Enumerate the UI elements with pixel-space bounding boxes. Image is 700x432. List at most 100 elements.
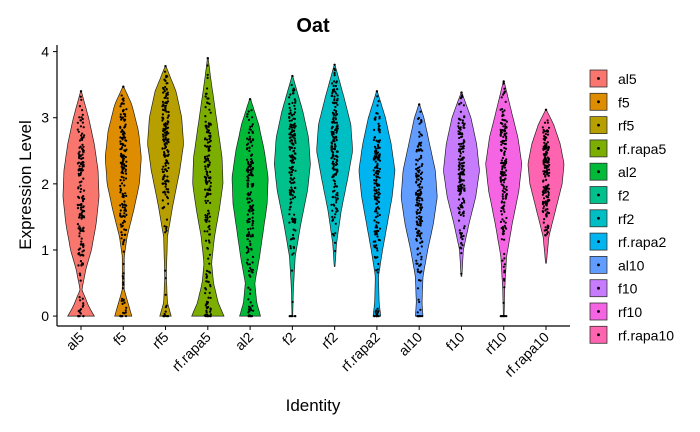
data-point [164, 231, 166, 233]
data-point [545, 191, 547, 193]
data-point [164, 109, 166, 111]
data-point [161, 119, 163, 121]
data-point [79, 181, 81, 183]
data-point [459, 128, 461, 130]
data-point [123, 165, 125, 167]
data-point [163, 140, 165, 142]
data-point [417, 205, 419, 207]
legend-item-al10: al10 [590, 256, 645, 273]
data-point [165, 159, 167, 161]
data-point [335, 110, 337, 112]
data-point [458, 137, 460, 139]
data-point [209, 162, 211, 164]
data-point [545, 226, 547, 228]
data-point [501, 171, 503, 173]
data-point [122, 137, 124, 139]
data-point [82, 298, 84, 300]
data-point [288, 171, 290, 173]
data-point [124, 234, 126, 236]
data-point [333, 80, 335, 82]
data-point [334, 196, 336, 198]
data-point [164, 270, 166, 272]
data-point [162, 134, 164, 136]
data-point [458, 158, 460, 160]
data-point [420, 144, 422, 146]
data-point [336, 104, 338, 106]
data-point [247, 298, 249, 300]
data-point [547, 231, 549, 233]
x-axis-title: Identity [286, 396, 341, 415]
data-point [505, 169, 507, 171]
data-point [420, 237, 422, 239]
data-point [80, 134, 82, 136]
data-point [417, 159, 419, 161]
data-point [331, 134, 333, 136]
data-point [204, 230, 206, 232]
data-point [204, 165, 206, 167]
data-point [333, 204, 335, 206]
data-point [500, 221, 502, 223]
data-point [458, 190, 460, 192]
data-point [293, 105, 295, 107]
data-point [207, 142, 209, 144]
data-point [334, 183, 336, 185]
legend-key-dot [597, 147, 600, 150]
data-point [123, 200, 125, 202]
data-point [251, 160, 253, 162]
data-point [125, 108, 127, 110]
data-point [502, 125, 504, 127]
data-point [288, 116, 290, 118]
data-point [246, 234, 248, 236]
data-point [205, 106, 207, 108]
data-point [416, 178, 418, 180]
data-point [417, 209, 419, 211]
data-point [459, 176, 461, 178]
data-point [210, 112, 212, 114]
data-point [81, 116, 83, 118]
data-point [543, 142, 545, 144]
data-point [504, 315, 506, 317]
data-point [78, 225, 80, 227]
data-point [420, 280, 422, 282]
data-point [120, 226, 122, 228]
data-point [206, 173, 208, 175]
data-point [82, 157, 84, 159]
data-point [291, 155, 293, 157]
data-point [206, 139, 208, 141]
data-point [290, 160, 292, 162]
data-point [546, 208, 548, 210]
data-point [462, 146, 464, 148]
data-point [376, 313, 378, 315]
data-point [505, 148, 507, 150]
data-point [544, 148, 546, 150]
data-point [120, 237, 122, 239]
data-point [294, 111, 296, 113]
legend-key-dot [597, 124, 600, 127]
data-point [80, 312, 82, 314]
data-point [294, 187, 296, 189]
data-point [503, 211, 505, 213]
data-point [419, 233, 421, 235]
legend-key-dot [597, 217, 600, 220]
data-point [334, 145, 336, 147]
data-point [335, 114, 337, 116]
data-point [418, 175, 420, 177]
data-point [206, 219, 208, 221]
data-point [457, 130, 459, 132]
data-point [504, 178, 506, 180]
data-point [460, 214, 462, 216]
data-point [250, 235, 252, 237]
data-point [458, 220, 460, 222]
data-point [167, 162, 169, 164]
data-point [417, 253, 419, 255]
data-point [204, 214, 206, 216]
data-point [249, 244, 251, 246]
data-point [374, 167, 376, 169]
data-point [120, 103, 122, 105]
data-point [247, 259, 249, 261]
data-point [247, 228, 249, 230]
data-point [418, 218, 420, 220]
data-point [290, 247, 292, 249]
data-point [288, 103, 290, 105]
data-point [334, 143, 336, 145]
